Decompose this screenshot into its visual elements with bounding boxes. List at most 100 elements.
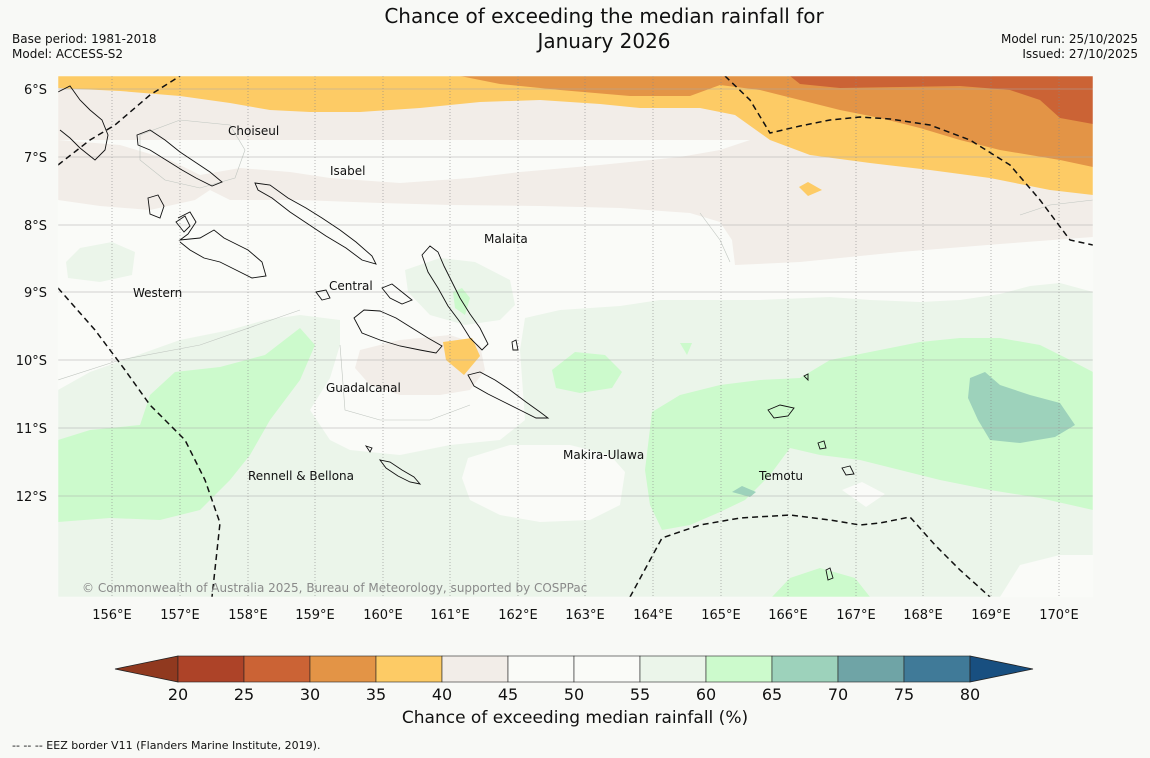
- colorbar-tick-label: 75: [894, 685, 914, 704]
- lon-label: 164°E: [633, 608, 673, 623]
- region-55-60-west: [66, 242, 135, 282]
- title-line-2: January 2026: [537, 29, 671, 53]
- makira-coast: [467, 371, 550, 419]
- colorbar-tick-label: 50: [564, 685, 584, 704]
- temotu-islet-1: [817, 440, 827, 450]
- colorbar-segment: [639, 655, 707, 683]
- province-label-western: Western: [133, 286, 182, 300]
- colorbar-tick-label: 40: [432, 685, 452, 704]
- lon-label: 157°E: [160, 608, 200, 623]
- region-65-70-east: [968, 372, 1075, 443]
- province-label-choiseul: Choiseul: [228, 124, 279, 138]
- colorbar-tick-label: 45: [498, 685, 518, 704]
- temotu-islet-4: [825, 567, 834, 581]
- colorbar-tick-label: 60: [696, 685, 716, 704]
- region-60-65-small-1: [453, 288, 470, 315]
- map-frame: [57, 75, 1094, 598]
- region-40-45-west: [58, 140, 210, 210]
- colorbar-segment: [837, 655, 905, 683]
- lat-label: 9°S: [24, 286, 47, 301]
- region-65-70-small: [732, 486, 756, 497]
- colorbar-tick-label: 35: [366, 685, 386, 704]
- bougainville-coast: [58, 85, 109, 161]
- region-25-30: [790, 76, 1093, 124]
- bellona-coast: [364, 445, 373, 453]
- eez-legend-note: -- -- -- EEZ border V11 (Flanders Marine…: [12, 739, 321, 752]
- region-60-65-west: [58, 328, 315, 522]
- lat-label: 10°S: [16, 354, 47, 369]
- latitude-labels: 6°S 7°S 8°S 9°S 10°S 11°S 12°S: [16, 83, 47, 505]
- longitude-labels: 156°E 157°E 158°E 159°E 160°E 161°E 162°…: [92, 608, 1079, 623]
- map-panel: [58, 76, 1093, 597]
- province-label-makira-ulawa: Makira-Ulawa: [563, 448, 644, 462]
- region-30-35: [460, 76, 1093, 167]
- lon-label: 163°E: [565, 608, 605, 623]
- region-50-55-east-hole: [842, 482, 885, 507]
- lon-label: 156°E: [92, 608, 132, 623]
- colorbar-tick-label: 30: [300, 685, 320, 704]
- region-60-65-south: [772, 568, 870, 597]
- lon-label: 170°E: [1039, 608, 1079, 623]
- colorbar-under-arrow: [114, 655, 179, 683]
- model-info: Base period: 1981-2018 Model: ACCESS-S2: [12, 32, 157, 62]
- lat-label: 11°S: [16, 422, 47, 437]
- lon-label: 159°E: [295, 608, 335, 623]
- colorbar-segment: [903, 655, 971, 683]
- russell-islands-coast: [315, 289, 331, 301]
- lat-label: 6°S: [24, 83, 47, 98]
- colorbar-tick-label: 70: [828, 685, 848, 704]
- temotu-islet-3: [803, 373, 809, 382]
- province-labels: Choiseul Isabel Malaita Central Western …: [133, 124, 803, 483]
- region-35-40-blob: [799, 182, 822, 196]
- province-label-isabel: Isabel: [330, 164, 365, 178]
- copyright-text: © Commonwealth of Australia 2025, Bureau…: [82, 581, 587, 595]
- region-50-55-southeast: [1000, 555, 1093, 597]
- new-georgia-coast: [177, 211, 267, 279]
- colorbar-segment: [309, 655, 377, 683]
- lon-label: 160°E: [363, 608, 403, 623]
- colorbar-tick-label: 55: [630, 685, 650, 704]
- model-run-date: Model run: 25/10/2025: [1000, 32, 1138, 46]
- lon-label: 168°E: [903, 608, 943, 623]
- colorbar-segment: [573, 655, 641, 683]
- rennell-coast: [378, 459, 422, 485]
- colorbar-tick-label: 65: [762, 685, 782, 704]
- model-name: Model: ACCESS-S2: [12, 47, 124, 61]
- lon-label: 166°E: [768, 608, 808, 623]
- contour-lines: [58, 119, 1093, 421]
- lon-label: 169°E: [971, 608, 1011, 623]
- colorbar-segment: [507, 655, 575, 683]
- santa-cruz-coast: [767, 404, 795, 419]
- coastlines: [58, 85, 855, 581]
- lon-label: 165°E: [701, 608, 741, 623]
- lon-label: 158°E: [228, 608, 268, 623]
- colorbar-tick-label: 80: [960, 685, 980, 704]
- choiseul-coast: [136, 129, 223, 187]
- colorbar-label: Chance of exceeding median rainfall (%): [401, 708, 749, 728]
- lon-label: 161°E: [430, 608, 470, 623]
- base-period: Base period: 1981-2018: [12, 32, 157, 46]
- colorbar-segment: [177, 655, 245, 683]
- lat-label: 7°S: [24, 151, 47, 166]
- colorbar-segment: [375, 655, 443, 683]
- lat-label: 12°S: [16, 490, 47, 505]
- region-60-65-mid: [552, 352, 622, 393]
- region-50-55-inner: [462, 445, 625, 522]
- province-label-guadalcanal: Guadalcanal: [326, 381, 401, 395]
- latitude-gridlines: [58, 88, 1093, 497]
- colorbar-segment: [243, 655, 311, 683]
- isabel-coast: [254, 182, 377, 265]
- lon-label: 167°E: [836, 608, 876, 623]
- lat-label: 8°S: [24, 219, 47, 234]
- lon-label: 162°E: [498, 608, 538, 623]
- title-line-1: Chance of exceeding the median rainfall …: [384, 4, 824, 28]
- colorbar-segment: [705, 655, 773, 683]
- colorbar-tick-label: 20: [168, 685, 188, 704]
- malaita-coast: [421, 245, 489, 351]
- guadalcanal-coast: [353, 309, 443, 354]
- province-label-temotu: Temotu: [758, 469, 803, 483]
- vella-lavella-coast: [147, 194, 165, 219]
- map-title: Chance of exceeding the median rainfall …: [275, 4, 933, 54]
- temotu-islet-2: [841, 465, 855, 476]
